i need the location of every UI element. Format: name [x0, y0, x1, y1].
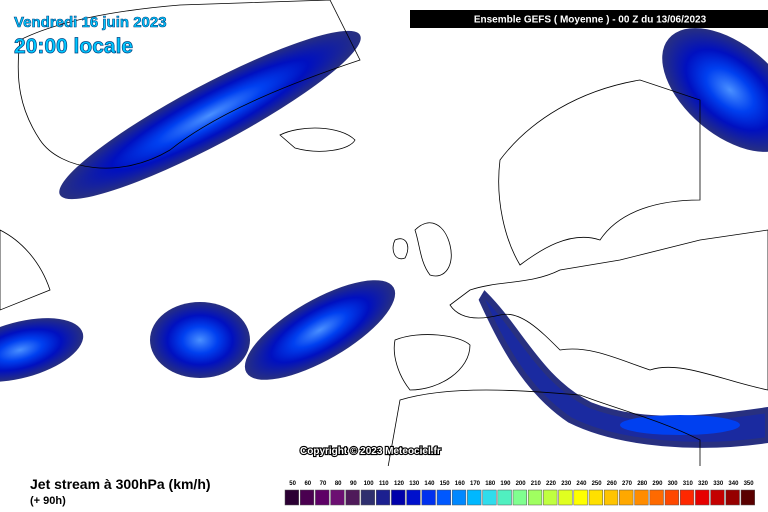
legend-label: 260	[607, 481, 618, 487]
legend-label: 80	[335, 481, 342, 487]
legend-label: 140	[424, 481, 435, 487]
legend-label: 200	[516, 481, 527, 487]
lead-time: (+ 90h)	[30, 495, 66, 507]
legend-label: 120	[394, 481, 405, 487]
copyright: Copyright © 2023 Meteociel.fr	[300, 446, 441, 457]
legend-swatch	[619, 489, 634, 506]
legend-swatch	[497, 489, 512, 506]
legend-swatch	[588, 489, 603, 506]
legend-swatch	[436, 489, 451, 506]
legend-swatch	[634, 489, 649, 506]
legend-label: 340	[728, 481, 739, 487]
legend-label: 310	[683, 481, 694, 487]
legend: 50 60 70 80 90 100 110 120 130 140 150 160 170 180 190…	[284, 481, 755, 506]
legend-label: 110	[379, 481, 389, 487]
legend-swatch	[679, 489, 695, 506]
legend-swatch	[467, 489, 482, 506]
legend-swatch	[603, 489, 619, 506]
footer-title: Jet stream à 300hPa (km/h)	[30, 476, 211, 492]
legend-swatch	[740, 489, 755, 506]
legend-label: 230	[561, 481, 572, 487]
legend-swatch	[360, 489, 375, 506]
legend-label: 90	[350, 481, 357, 487]
legend-swatch	[543, 489, 558, 506]
legend-label: 240	[576, 481, 587, 487]
legend-swatch	[527, 489, 543, 506]
legend-label: 50	[289, 481, 296, 487]
legend-label: 170	[470, 481, 481, 487]
legend-label: 150	[440, 481, 451, 487]
legend-label: 100	[364, 481, 375, 487]
legend-swatch	[573, 489, 588, 506]
legend-swatch	[345, 489, 360, 506]
date: Vendredi 16 juin 2023	[14, 14, 167, 31]
legend-swatch	[649, 489, 664, 506]
legend-label: 130	[409, 481, 420, 487]
legend-label: 350	[744, 481, 755, 487]
legend-swatch	[558, 489, 573, 506]
legend-swatch	[482, 489, 497, 506]
legend-swatch	[725, 489, 740, 506]
legend-swatch	[330, 489, 345, 506]
legend-swatch	[710, 489, 725, 506]
legend-label: 60	[304, 481, 311, 487]
legend-label: 70	[320, 481, 327, 487]
legend-swatch	[451, 489, 467, 506]
legend-swatch	[406, 489, 421, 506]
legend-swatch	[299, 489, 315, 506]
legend-swatch	[284, 489, 299, 506]
legend-label: 190	[500, 481, 511, 487]
legend-label: 280	[637, 481, 648, 487]
jet-streams	[0, 28, 768, 448]
legend-swatch	[664, 489, 679, 506]
legend-swatch	[695, 489, 710, 506]
legend-label: 160	[455, 481, 466, 487]
legend-swatch	[375, 489, 391, 506]
legend-swatch	[421, 489, 436, 506]
legend-label: 330	[713, 481, 724, 487]
legend-label: 210	[531, 481, 542, 487]
time: 20:00 locale	[14, 35, 133, 58]
legend-swatch	[391, 489, 406, 506]
model-info: Ensemble GEFS ( Moyenne ) - 00 Z du 13/0…	[474, 15, 707, 26]
legend-swatch	[315, 489, 330, 506]
legend-label: 290	[652, 481, 663, 487]
legend-label: 250	[592, 481, 603, 487]
legend-label: 270	[622, 481, 633, 487]
legend-label: 220	[546, 481, 557, 487]
legend-label: 300	[668, 481, 679, 487]
legend-swatch	[512, 489, 527, 506]
header-bar	[410, 10, 768, 28]
legend-label: 180	[485, 481, 496, 487]
legend-label: 320	[698, 481, 709, 487]
